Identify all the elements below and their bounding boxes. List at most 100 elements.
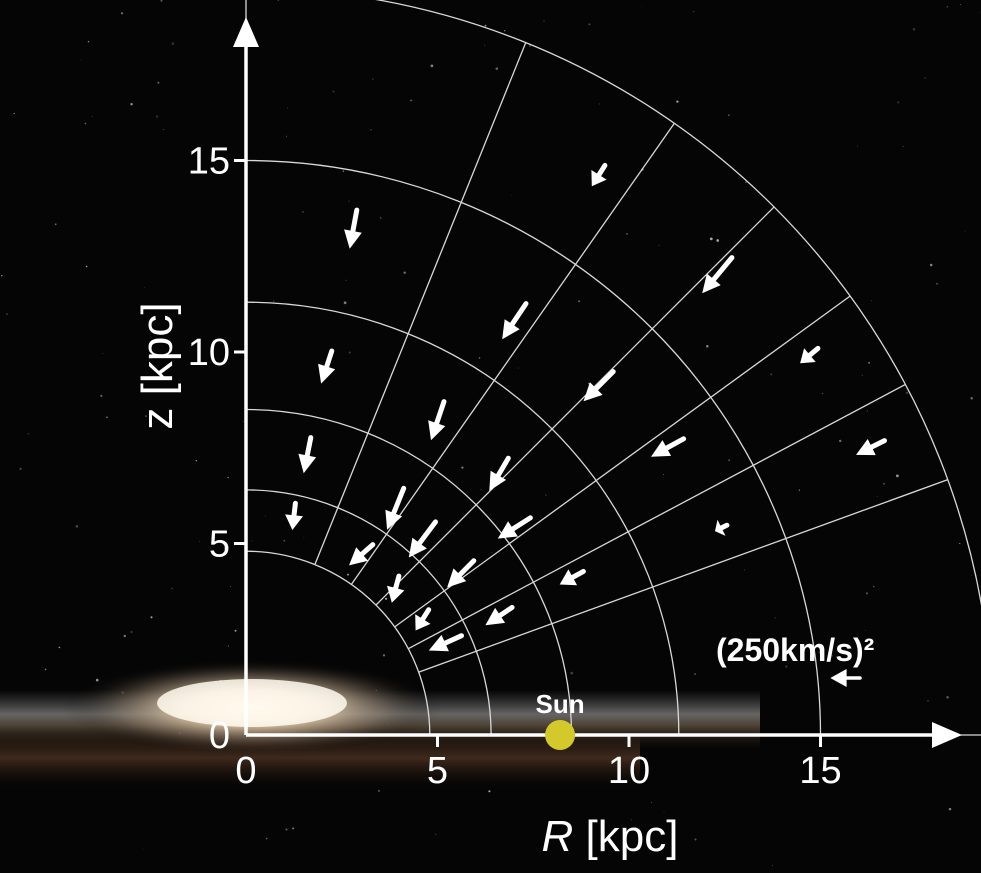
vector-arrow (591, 162, 608, 187)
background-star (480, 489, 482, 491)
vector-arrow (502, 301, 529, 340)
background-star (343, 301, 347, 305)
background-star (382, 654, 386, 657)
grid-ray (375, 206, 775, 606)
background-star (102, 352, 104, 355)
background-star (345, 279, 347, 281)
vector-arrow (408, 519, 438, 558)
legend-label: (250km/s)² (716, 632, 874, 668)
background-star (545, 494, 547, 496)
background-star (13, 112, 15, 115)
background-star (410, 99, 413, 102)
background-star (265, 515, 267, 517)
background-star (641, 6, 643, 8)
background-star (150, 616, 153, 619)
background-star (543, 20, 545, 22)
background-star (91, 116, 93, 118)
background-star (332, 90, 335, 93)
background-star (693, 11, 695, 13)
background-star (868, 362, 870, 364)
background-star (770, 373, 773, 376)
background-star (142, 848, 144, 850)
x-tick-label: 10 (608, 750, 650, 792)
background-star (430, 64, 434, 68)
y-tick-label: 15 (188, 141, 230, 183)
background-star (905, 391, 909, 395)
legend-arrow-shape (830, 669, 862, 687)
vector-arrow (349, 542, 376, 566)
background-star (772, 864, 773, 866)
vector-arrow (387, 573, 405, 603)
background-star (87, 40, 90, 43)
background-star (785, 665, 788, 668)
background-star (461, 466, 464, 469)
background-star (578, 300, 581, 303)
background-star (706, 344, 709, 348)
background-star (224, 546, 227, 550)
vector-arrow (800, 345, 821, 364)
background-star (377, 789, 380, 792)
background-star (495, 67, 499, 70)
vector-arrow (285, 500, 303, 530)
background-star (676, 100, 679, 103)
x-tick-label: 0 (235, 750, 256, 792)
background-star (511, 194, 512, 196)
background-star (946, 6, 949, 8)
background-star (588, 23, 591, 26)
vector-arrow (344, 207, 362, 249)
background-star (478, 357, 481, 359)
background-star (663, 810, 665, 812)
background-star (285, 135, 287, 137)
background-star (630, 819, 632, 821)
background-star (716, 239, 720, 242)
x-axis-label-unit: [kpc] (573, 812, 678, 861)
background-star (876, 495, 878, 497)
background-star (728, 459, 730, 462)
background-star (970, 397, 973, 400)
background-star (971, 574, 973, 576)
background-star (80, 59, 82, 61)
y-axis-label: z [kpc] (133, 302, 182, 429)
sun-marker: Sun (536, 689, 585, 750)
background-star (384, 597, 388, 600)
background-star (883, 482, 885, 485)
background-star (344, 305, 346, 306)
background-star (227, 645, 230, 647)
background-star (230, 586, 232, 588)
background-star (650, 801, 652, 803)
background-star (85, 265, 88, 268)
background-star (745, 181, 747, 183)
grid-ray (314, 42, 527, 565)
background-star (143, 286, 145, 288)
background-star (283, 539, 286, 542)
axes: 0 5 10 15 0 5 10 15 (188, 17, 962, 792)
vector-arrow (856, 438, 887, 456)
background-star (693, 672, 697, 676)
vector-arrow (583, 369, 616, 402)
background-star (171, 42, 175, 46)
background-star (54, 223, 57, 226)
background-star (964, 230, 966, 232)
background-star (348, 200, 350, 202)
background-star (728, 114, 730, 116)
background-star (865, 592, 869, 595)
y-tick-label: 10 (188, 332, 230, 374)
background-star (372, 78, 374, 80)
background-star (488, 790, 491, 793)
background-star (155, 115, 159, 118)
background-star (130, 631, 133, 633)
background-star (106, 416, 108, 419)
background-star (866, 410, 868, 412)
background-star (303, 536, 305, 538)
x-tick-label: 15 (799, 750, 841, 792)
background-star (946, 695, 949, 699)
polar-grid (245, 0, 981, 736)
background-star (663, 474, 665, 476)
x-axis-arrowhead (932, 722, 962, 748)
vector-arrow (485, 604, 515, 626)
vector-arrow (447, 558, 477, 588)
background-star (234, 629, 237, 632)
background-star (626, 233, 628, 235)
background-star (403, 271, 406, 274)
background-star (342, 170, 345, 172)
